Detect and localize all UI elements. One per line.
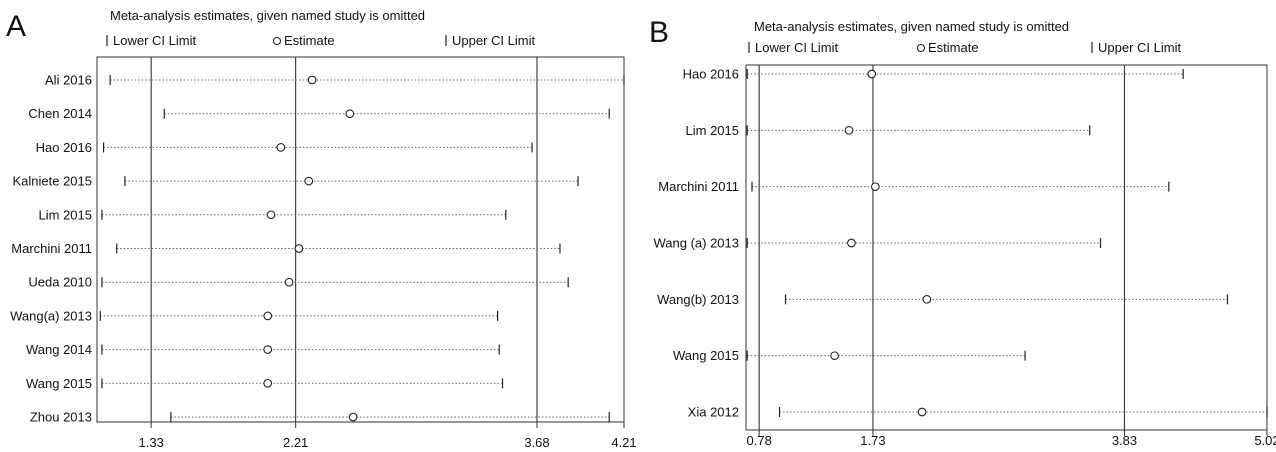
study-label: Lim 2015 [686,123,739,138]
estimate-marker [263,378,273,388]
x-tick-label: 5.02 [1254,433,1276,448]
estimate-marker [304,176,314,186]
panel-b: B Meta-analysis estimates, given named s… [640,0,1276,452]
legend-estimate-marker [916,43,926,53]
study-label: Wang(b) 2013 [657,292,739,307]
estimate-marker [263,345,273,354]
x-tick-label: 1.73 [860,433,885,448]
estimate-marker [276,143,286,152]
legend-label: Lower CI Limit [755,40,838,55]
x-tick-label: 4.21 [611,435,636,450]
estimate-marker [844,125,854,135]
legend-label: Upper CI Limit [1098,40,1181,55]
estimate-marker [917,407,927,417]
study-label: Lim 2015 [39,207,92,222]
x-tick-label: 2.21 [283,435,308,450]
chart-title: Meta-analysis estimates, given named stu… [110,8,425,23]
study-label: Wang 2015 [673,348,739,363]
panel-letter-a: A [6,10,27,43]
legend-estimate-marker [272,36,282,46]
estimate-marker [266,210,276,220]
estimate-marker [867,69,877,79]
estimate-marker [284,277,294,287]
study-label: Marchini 2011 [11,241,92,256]
legend-label: Estimate [284,33,335,48]
plot-frame [745,64,1268,431]
estimate-marker [871,182,880,192]
study-label: Chen 2014 [28,106,92,121]
legend-label: Estimate [928,40,979,55]
legend-label: Upper CI Limit [452,33,535,48]
study-label: Kalniete 2015 [12,174,92,189]
panel-letter-b: B [649,16,670,49]
study-label: Wang(a) 2013 [10,308,92,323]
chart-a: Meta-analysis estimates, given named stu… [10,8,637,450]
study-label: Marchini 2011 [658,179,739,194]
study-label: Ueda 2010 [28,275,92,290]
chart-b: Meta-analysis estimates, given named stu… [653,19,1276,448]
estimate-marker [922,294,932,304]
estimate-marker [345,109,355,119]
estimate-marker [348,412,358,422]
estimate-marker [294,244,304,253]
plot-frame [96,56,625,423]
study-label: Wang (a) 2013 [653,236,739,251]
study-label: Hao 2016 [36,140,92,155]
estimate-marker [830,351,839,361]
estimate-marker [263,311,273,321]
legend-label: Lower CI Limit [113,33,196,48]
study-label: Wang 2014 [26,342,92,357]
study-label: Hao 2016 [683,67,739,82]
x-tick-label: 0.78 [747,433,772,448]
panel-a: A Meta-analysis estimates, given named s… [6,8,637,450]
study-label: Ali 2016 [45,73,92,88]
study-label: Wang 2015 [26,376,92,391]
chart-title: Meta-analysis estimates, given named stu… [754,19,1069,34]
x-tick-label: 3.68 [524,435,549,450]
x-tick-label: 1.33 [139,435,164,450]
study-label: Zhou 2013 [30,410,92,425]
x-tick-label: 3.83 [1112,433,1137,448]
estimate-marker [847,238,856,248]
estimate-marker [307,75,317,85]
study-label: Xia 2012 [688,405,739,420]
